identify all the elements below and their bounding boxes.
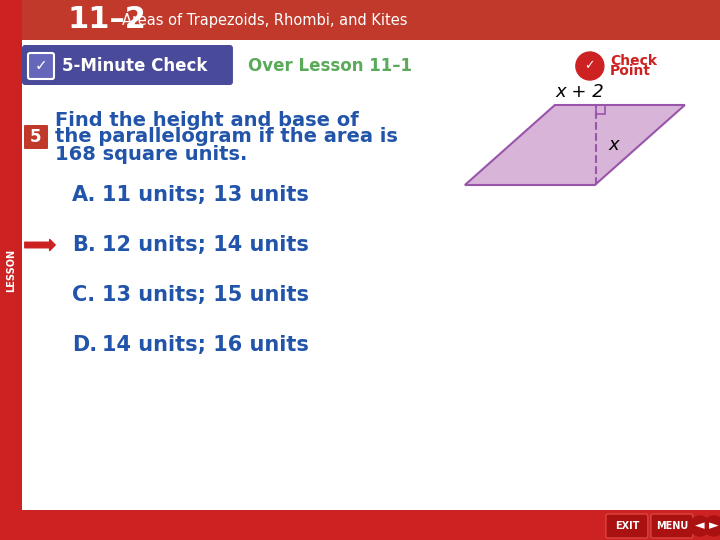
Circle shape: [704, 516, 720, 536]
Bar: [596, 105, 605, 114]
Text: 11 units; 13 units: 11 units; 13 units: [102, 185, 309, 205]
Text: Find the height and base of: Find the height and base of: [55, 111, 359, 130]
Text: ►: ►: [709, 519, 719, 532]
Text: 11–2: 11–2: [68, 4, 147, 33]
Text: C.: C.: [72, 285, 95, 305]
Text: the parallelogram if the area is: the parallelogram if the area is: [55, 127, 398, 146]
Polygon shape: [465, 105, 685, 185]
Text: Areas of Trapezoids, Rhombi, and Kites: Areas of Trapezoids, Rhombi, and Kites: [122, 12, 408, 28]
FancyBboxPatch shape: [28, 53, 54, 79]
Circle shape: [576, 52, 604, 80]
Text: ✓: ✓: [35, 58, 48, 73]
Text: B.: B.: [72, 235, 96, 255]
FancyBboxPatch shape: [606, 514, 648, 538]
Text: 14 units; 16 units: 14 units; 16 units: [102, 335, 309, 355]
Text: 12 units; 14 units: 12 units; 14 units: [102, 235, 309, 255]
Text: 5-Minute Check: 5-Minute Check: [62, 57, 207, 75]
Text: D.: D.: [72, 335, 97, 355]
Text: A.: A.: [72, 185, 96, 205]
FancyBboxPatch shape: [24, 125, 48, 149]
FancyBboxPatch shape: [0, 0, 720, 40]
Text: Point: Point: [610, 64, 651, 78]
Text: MENU: MENU: [656, 521, 688, 531]
Text: 13 units; 15 units: 13 units; 15 units: [102, 285, 309, 305]
FancyBboxPatch shape: [0, 0, 22, 540]
FancyBboxPatch shape: [651, 514, 693, 538]
Text: ✓: ✓: [585, 59, 595, 72]
Text: Over Lesson 11–1: Over Lesson 11–1: [248, 57, 412, 75]
Text: ◄: ◄: [695, 519, 705, 532]
Text: LESSON: LESSON: [6, 248, 16, 292]
Text: EXIT: EXIT: [615, 521, 639, 531]
Text: x: x: [608, 136, 619, 154]
FancyBboxPatch shape: [22, 45, 233, 85]
Text: x + 2: x + 2: [556, 83, 604, 101]
Circle shape: [690, 516, 710, 536]
Text: 168 square units.: 168 square units.: [55, 145, 248, 164]
FancyBboxPatch shape: [0, 510, 720, 540]
Text: 5: 5: [30, 128, 42, 146]
Text: Check: Check: [610, 54, 657, 68]
